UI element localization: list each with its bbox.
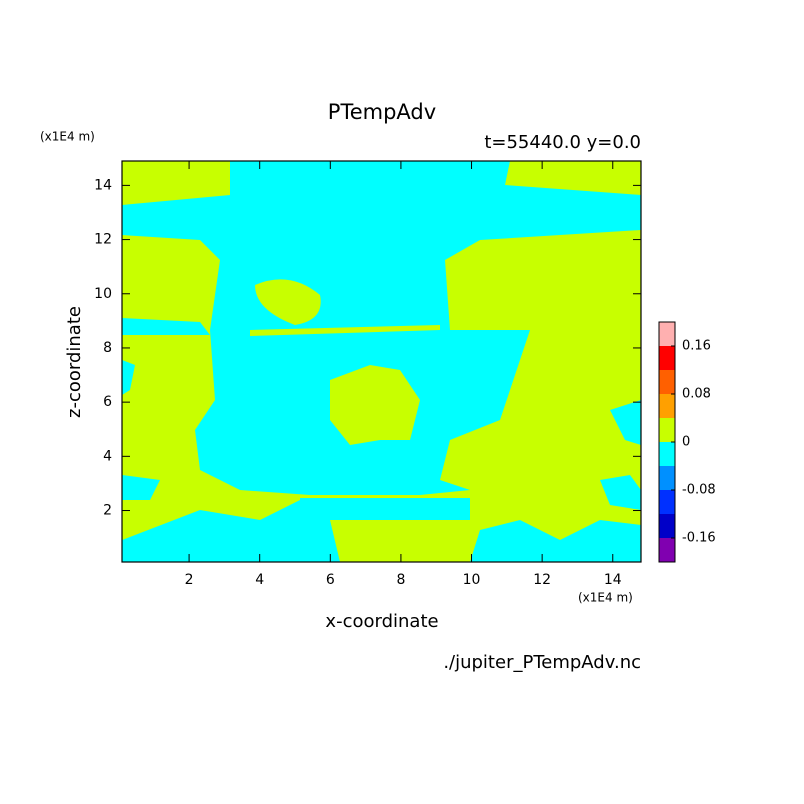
x-tick-label: 12 [533,572,551,588]
colorbar-cell [659,490,675,514]
colorbar-tick-label: 0.16 [682,339,711,354]
x-tick-label: 14 [604,572,622,588]
colorbar-tick-label: 0 [682,435,690,450]
y-tick-label: 6 [103,394,112,410]
colorbar-tick-label: 0.08 [682,387,711,402]
x-tick-label: 8 [396,572,405,588]
x-axis-label: x-coordinate [325,611,438,632]
colorbar-cell [659,322,675,346]
contour-region [122,318,210,335]
y-tick-label: 4 [103,448,112,464]
y-unit: (x1E4 m) [40,130,95,144]
colorbar-tick-label: -0.08 [682,483,716,498]
chart-title: PTempAdv [328,100,436,124]
contour-region [600,475,641,510]
colorbar-cell [659,538,675,562]
contour-field [122,161,641,562]
contour-region [122,475,160,500]
footer: ./jupiter_PTempAdv.nc [443,652,641,673]
chart-subtitle: t=55440.0 y=0.0 [484,132,641,153]
y-tick-label: 2 [103,503,112,519]
contour-region [470,520,641,562]
colorbar-cell [659,370,675,394]
y-tick-label: 12 [94,232,112,248]
x-tick-label: 10 [463,572,481,588]
y-tick-label: 14 [94,177,112,193]
contour-region [122,360,135,395]
colorbar-tick-label: -0.16 [682,531,716,546]
plot-frame [121,160,642,563]
y-tick-label: 10 [94,286,112,302]
contour-region [250,325,440,336]
contour-region [610,400,641,445]
colorbar-cell [659,514,675,538]
contour-region [300,498,470,520]
x-tick-label: 6 [326,572,335,588]
x-unit: (x1E4 m) [578,591,633,605]
y-tick-label: 8 [103,340,112,356]
y-axis-label: z-coordinate [64,306,85,418]
x-tick-label: 4 [255,572,264,588]
colorbar-cell [659,346,675,370]
colorbar-cell [659,466,675,490]
colorbar-cell [659,394,675,418]
contour-region [122,500,340,562]
colorbar-cell [659,418,675,442]
contour-region [255,279,321,325]
colorbar-cell [659,442,675,466]
x-tick-label: 2 [185,572,194,588]
contour-region [330,365,420,445]
